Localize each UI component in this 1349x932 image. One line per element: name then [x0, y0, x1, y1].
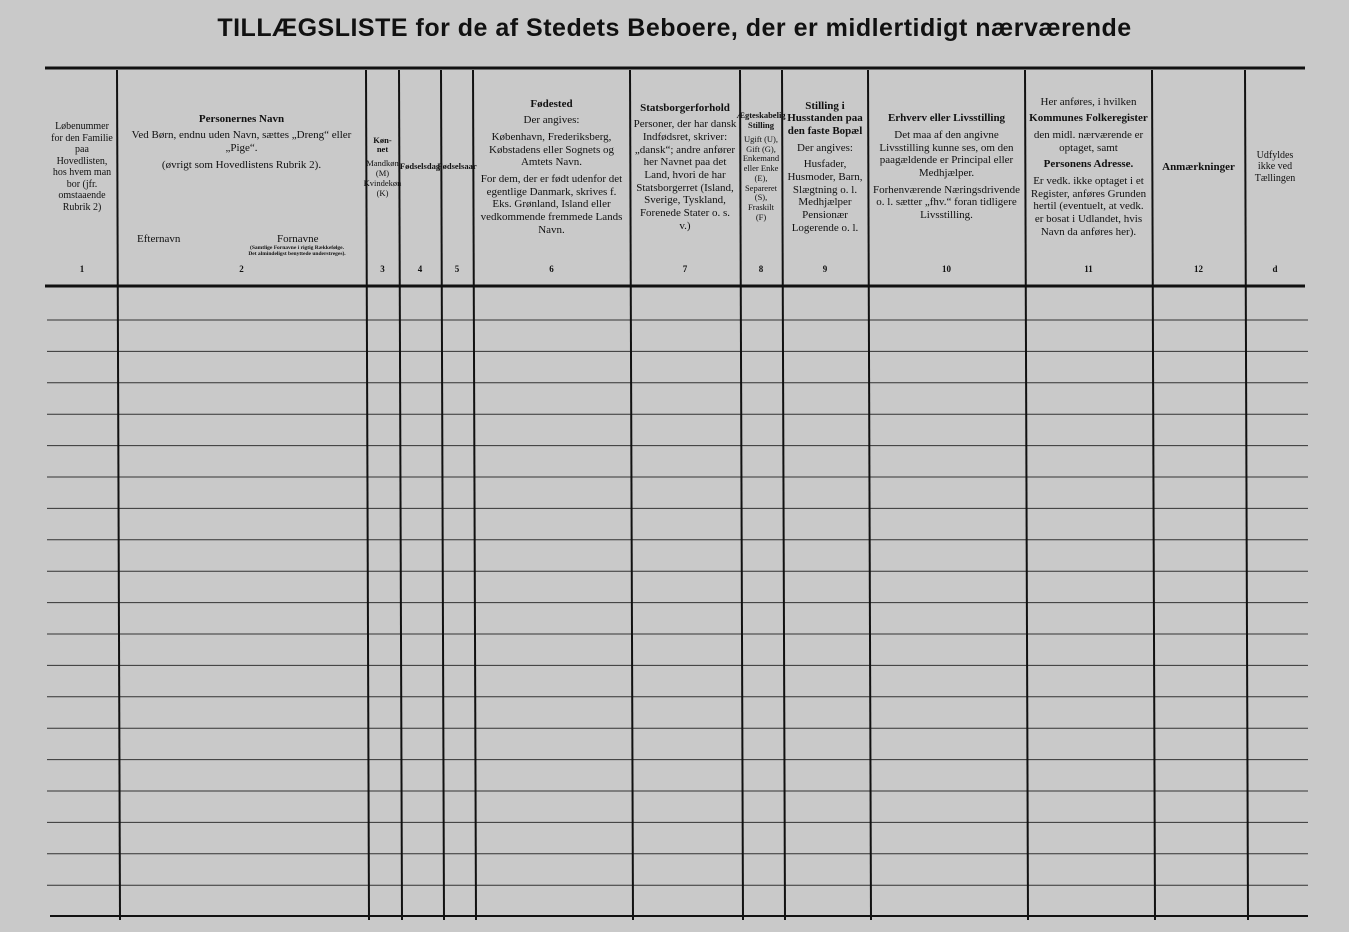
- header-heading: Anmærkninger: [1162, 160, 1235, 173]
- header-text: den midl. nærværende er optaget, samt: [1033, 129, 1144, 154]
- header-heading: Stilling i Husstanden paa den faste Bopæ…: [787, 99, 863, 138]
- column-number: 4: [417, 264, 423, 274]
- rule: [398, 69, 403, 921]
- header-note: (Samtlige Fornavne i rigtig Rækkefølge. …: [248, 245, 346, 257]
- header-text: For dem, der er født udenfor det egentli…: [480, 173, 623, 236]
- column-header: Statsborgerforhold Personer, der har dans…: [630, 72, 740, 262]
- header-text: Ugift (U), Gift (G), Enkemand eller Enke…: [742, 133, 780, 222]
- column-number: 11: [1084, 264, 1093, 274]
- header-text: (øvrigt som Hovedlistens Rubrik 2).: [161, 158, 322, 171]
- header-heading: Fødselsaar: [437, 161, 477, 172]
- header-text: Mandkøn (M) Kvindekøn (K): [363, 158, 402, 198]
- header-text: Udfyldes ikke ved Tællingen: [1254, 149, 1296, 184]
- column-number: 7: [682, 264, 688, 274]
- header-heading: Fødested: [530, 97, 573, 110]
- rule: [867, 69, 872, 921]
- rule: [116, 69, 121, 921]
- column-header: Her anføres, i hvilken Kommunes Folkeregi…: [1025, 72, 1152, 262]
- header-text: Husfader, Husmoder, Barn, Slægtning o. l…: [787, 158, 863, 234]
- header-heading: Kommunes Folkeregister: [1029, 112, 1148, 125]
- column-number: 2: [239, 264, 244, 274]
- header-text: Ved Børn, endnu uden Navn, sættes „Dreng…: [131, 129, 352, 154]
- column-number: 12: [1194, 264, 1203, 274]
- header-heading: Personens Adresse.: [1043, 158, 1134, 171]
- rule: [1024, 69, 1029, 921]
- subhead: Efternavn: [137, 233, 181, 245]
- rule: [781, 69, 786, 921]
- column-header: Fødselsdag: [399, 72, 441, 262]
- header-text: Forhenværende Næringsdrivende o. l. sætt…: [873, 183, 1020, 221]
- column-header: Erhverv eller Livsstilling Det maa af den…: [868, 72, 1025, 262]
- subhead: Fornavne: [277, 233, 319, 245]
- column-header: Køn-net Mandkøn (M) Kvindekøn (K): [363, 72, 402, 262]
- rule: [1151, 69, 1156, 921]
- column-header: Løbenummer for den Familie paa Hovedlist…: [47, 72, 117, 262]
- header-heading: Erhverv eller Livsstilling: [887, 112, 1006, 125]
- column-header: Udfyldes ikke ved Tællingen: [1245, 72, 1305, 262]
- header-text: Der angives:: [523, 114, 580, 127]
- column-number: 8: [758, 264, 764, 274]
- column-number: 10: [942, 264, 951, 274]
- form-title: TILLÆGSLISTE for de af Stedets Beboere, …: [217, 14, 1132, 42]
- column-number: 3: [380, 264, 385, 274]
- column-number: 6: [549, 264, 554, 274]
- rule: [472, 69, 477, 921]
- header-text: Her anføres, i hvilken: [1040, 95, 1137, 108]
- rule: [739, 69, 744, 921]
- column-header: Fødselsaar: [437, 72, 476, 262]
- header-heading: Statsborgerforhold: [640, 101, 730, 114]
- header-heading: Køn-net: [373, 134, 392, 155]
- column-header: Anmærkninger: [1152, 72, 1245, 262]
- header-text: Personer, der har dansk Indfødsret, skri…: [633, 118, 737, 232]
- header-text: København, Frederiksberg, Købstadens ell…: [489, 131, 614, 169]
- rule: [1244, 69, 1249, 921]
- header-heading: Fødselsdag: [399, 161, 441, 172]
- header-text: Løbenummer for den Familie paa Hovedlist…: [51, 121, 113, 213]
- column-header: Personernes Navn Ved Børn, endnu uden Nav…: [117, 72, 366, 212]
- column-header: Ægteskabelig Stilling Ugift (U), Gift (G)…: [736, 72, 785, 262]
- column-number: 5: [454, 264, 460, 274]
- rule: [365, 69, 370, 921]
- rule: [440, 69, 445, 921]
- header-text: Er vedk. ikke optaget i et Register, anf…: [1030, 175, 1147, 238]
- column-number: 1: [79, 264, 85, 274]
- column-number: 9: [822, 264, 828, 274]
- header-heading: Ægteskabelig Stilling: [736, 110, 786, 131]
- header-text: Der angives:: [797, 141, 853, 154]
- rule: [629, 69, 634, 921]
- column-header: Fødested Der angives: København, Frederiks…: [473, 72, 630, 262]
- header-heading: Personernes Navn: [198, 112, 285, 125]
- header-text: Det maa af den angivne Livsstilling kunn…: [879, 129, 1014, 179]
- column-header: Stilling i Husstanden paa den faste Bopæ…: [782, 72, 868, 262]
- column-number: d: [1272, 264, 1278, 274]
